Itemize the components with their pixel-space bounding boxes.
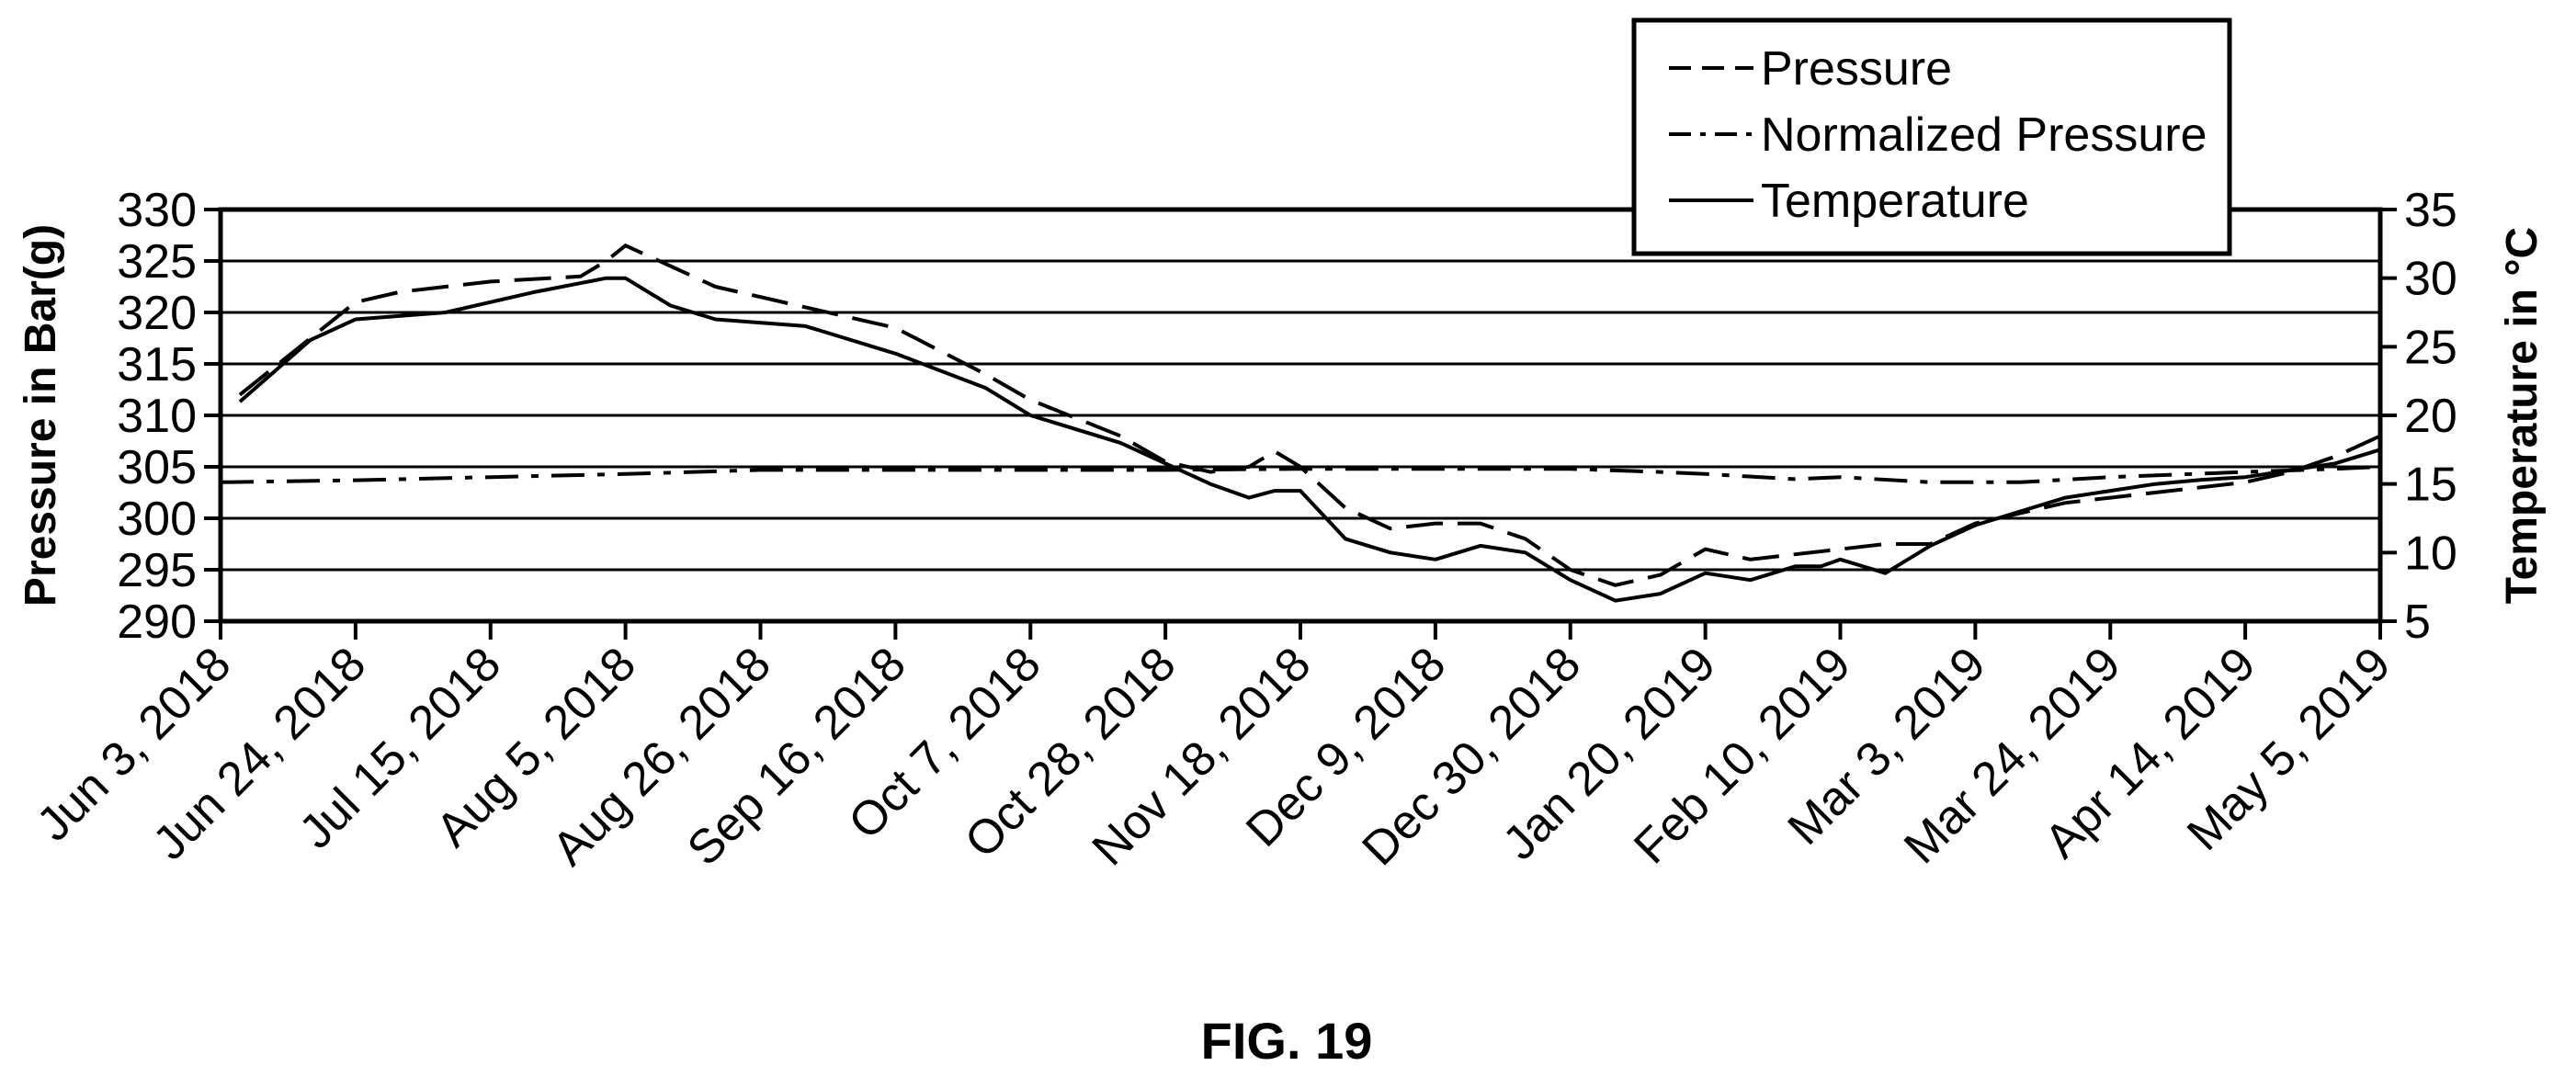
legend-box — [1631, 17, 2232, 256]
series-line-temperature — [238, 276, 2381, 603]
y-tick-label: 310 — [117, 390, 197, 443]
y2-tick-label: 30 — [2404, 253, 2457, 306]
y2-tick-label: 10 — [2404, 527, 2457, 580]
y-axis-title-text: Pressure in Bar(g) — [17, 224, 65, 607]
y2-tick-label: 5 — [2404, 595, 2431, 649]
y2-axis-title-text: Temperature in °C — [2498, 227, 2547, 604]
y-tick-label: 330 — [117, 184, 197, 237]
series-line-normalized-pressure — [220, 465, 2381, 484]
y-tick-label: 295 — [117, 544, 197, 597]
y2-tick-label: 20 — [2404, 390, 2457, 443]
y-axis-title-left: Pressure in Bar(g) — [17, 224, 65, 607]
y-tick-label: 315 — [117, 338, 197, 391]
y2-tick-label: 15 — [2404, 459, 2457, 512]
y-tick-label: 300 — [117, 493, 197, 546]
y-tick-label: 290 — [117, 595, 197, 649]
y-tick-label: 320 — [117, 287, 197, 340]
legend-label-normalized-pressure: Normalized Pressure — [1761, 108, 2207, 162]
series-lines — [220, 244, 2381, 603]
series-line-pressure — [238, 244, 2381, 587]
legend: Pressure Normalized Pressure Temperature — [1631, 17, 2232, 256]
figure-caption: FIG. 19 — [1201, 1012, 1373, 1070]
y-tick-label: 325 — [117, 235, 197, 289]
legend-label-temperature: Temperature — [1761, 175, 2029, 228]
y-tick-label: 305 — [117, 441, 197, 494]
y2-tick-label: 35 — [2404, 184, 2457, 237]
y-axis-title-right: Temperature in °C — [2498, 227, 2547, 604]
grid-lines — [221, 208, 2380, 623]
y2-tick-label: 25 — [2404, 321, 2457, 374]
legend-label-pressure: Pressure — [1761, 42, 1952, 96]
